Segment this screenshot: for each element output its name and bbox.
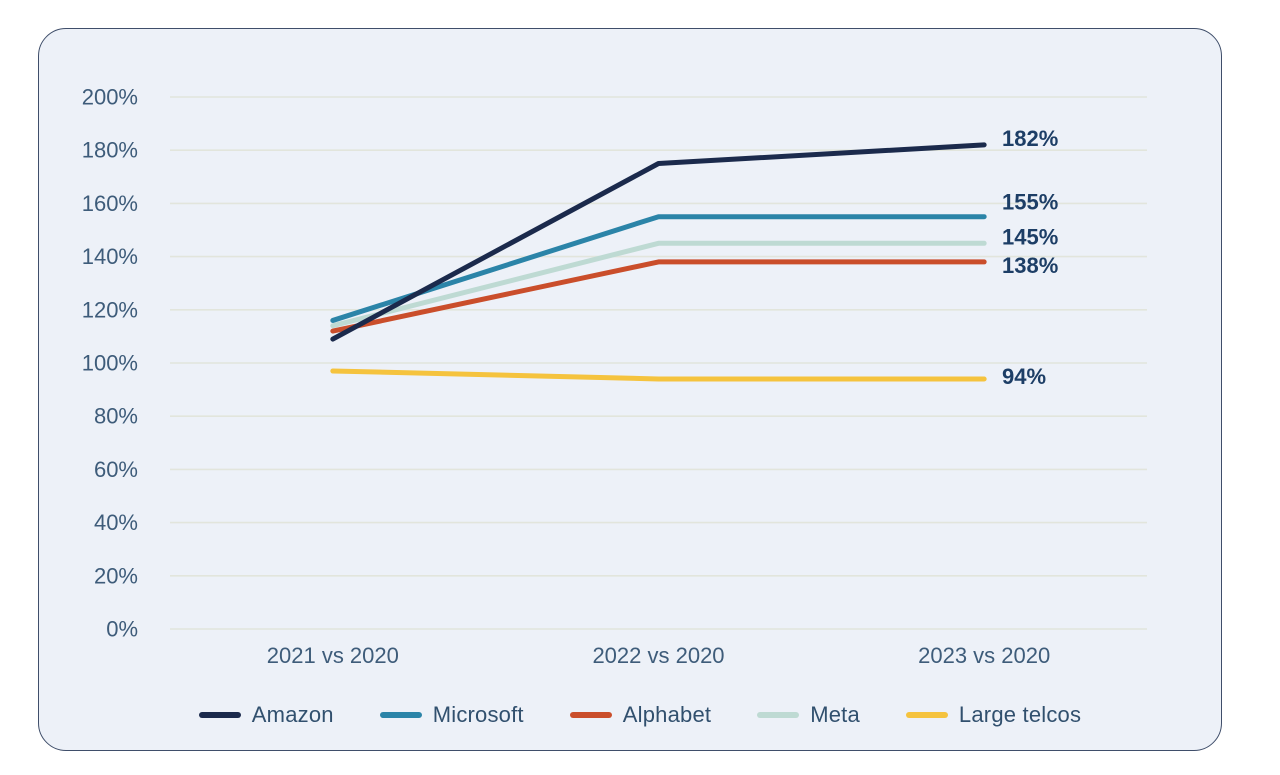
series-end-label-microsoft: 155% <box>1002 190 1058 215</box>
legend-swatch-microsoft <box>379 712 422 718</box>
legend-item-microsoft: Microsoft <box>379 702 524 728</box>
legend-item-large-telcos: Large telcos <box>905 702 1082 728</box>
legend-label: Alphabet <box>622 702 712 727</box>
series-line-alphabet <box>330 259 987 334</box>
series-end-label-alphabet: 138% <box>1002 253 1058 278</box>
x-axis-tick-label: 2022 vs 2020 <box>592 643 724 668</box>
legend-label: Microsoft <box>432 702 524 727</box>
legend-swatch-alphabet <box>569 712 612 718</box>
y-axis-tick-label: 100% <box>82 351 138 376</box>
legend-swatch-amazon <box>198 712 241 718</box>
y-axis-tick-label: 20% <box>94 563 138 588</box>
y-axis-tick-label: 140% <box>82 244 138 269</box>
legend-item-meta: Meta <box>757 702 860 728</box>
series-end-label-amazon: 182% <box>1002 126 1058 151</box>
series-line-amazon <box>330 142 987 342</box>
chart-card <box>38 28 1222 751</box>
x-axis-tick-label: 2021 vs 2020 <box>267 643 399 668</box>
series-line-meta <box>330 240 987 329</box>
series-line-microsoft <box>330 214 987 323</box>
legend-item-amazon: Amazon <box>198 702 334 728</box>
legend-label: Large telcos <box>958 702 1082 727</box>
y-axis-tick-label: 40% <box>94 510 138 535</box>
legend-item-alphabet: Alphabet <box>569 702 712 728</box>
y-axis-tick-label: 160% <box>82 191 138 216</box>
legend-label: Meta <box>810 702 860 727</box>
legend-swatch-meta <box>757 712 800 718</box>
series-end-label-meta: 145% <box>1002 224 1058 249</box>
y-axis-tick-label: 60% <box>94 457 138 482</box>
y-axis-tick-label: 80% <box>94 404 138 429</box>
y-axis-tick-label: 120% <box>82 297 138 322</box>
series-end-label-large-telcos: 94% <box>1002 364 1046 389</box>
y-axis-tick-label: 0% <box>106 617 138 642</box>
legend-label: Amazon <box>251 702 334 727</box>
y-axis-tick-label: 200% <box>82 85 138 110</box>
y-axis-tick-label: 180% <box>82 138 138 163</box>
series-line-large-telcos <box>330 368 987 382</box>
chart-legend: Amazon Microsoft Alphabet Meta Large telcos <box>60 700 1220 730</box>
x-axis-tick-label: 2023 vs 2020 <box>918 643 1050 668</box>
legend-swatch-large-telcos <box>905 712 948 718</box>
